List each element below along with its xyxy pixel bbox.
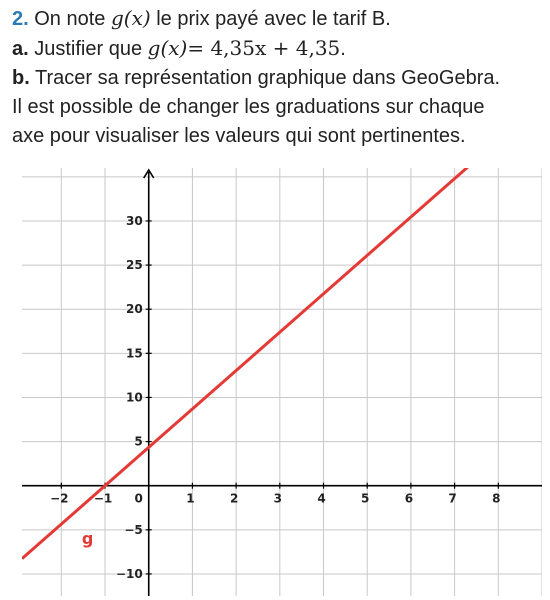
x-tick-label: 7 xyxy=(448,492,456,506)
x-tick-label: −2 xyxy=(50,492,68,506)
y-tick-label: 30 xyxy=(126,214,143,228)
part-b-line-3: axe pour visualiser les valeurs qui sont… xyxy=(12,125,466,147)
question-line: 2. On note g(x) le prix payé avec le tar… xyxy=(12,4,544,34)
part-a-line: a. Justifier que g(x)= 4,35x + 4,35. xyxy=(12,34,544,64)
part-b-text-1: Tracer sa représentation graphique dans … xyxy=(34,67,501,89)
x-tick-label: 0 xyxy=(135,492,143,506)
x-tick-label: 6 xyxy=(405,492,413,506)
part-b-label: b. xyxy=(12,67,30,89)
x-tick-label: 4 xyxy=(317,492,325,506)
y-tick-label: 5 xyxy=(134,435,142,449)
part-a-end: . xyxy=(340,38,346,60)
axes xyxy=(22,168,542,596)
y-tick-label: −10 xyxy=(116,567,143,581)
y-tick-label: 15 xyxy=(126,346,143,360)
exercise-text: 2. On note g(x) le prix payé avec le tar… xyxy=(12,4,544,151)
function-name-label: g xyxy=(82,529,93,548)
function-line-g xyxy=(22,168,469,560)
question-number: 2. xyxy=(12,8,29,30)
part-b-line-2: Il est possible de changer les graduatio… xyxy=(12,96,485,118)
y-tick-label: 10 xyxy=(126,390,143,404)
y-tick-label: 25 xyxy=(126,258,143,272)
x-tick-label: 5 xyxy=(361,492,369,506)
part-b-line-1: b. Tracer sa représentation graphique da… xyxy=(12,64,544,93)
series: g xyxy=(22,168,469,560)
question-intro-end: le prix payé avec le tarif B. xyxy=(156,8,391,30)
question-intro: On note xyxy=(34,8,106,30)
y-axis-arrow-icon xyxy=(143,168,155,179)
part-a-text: Justifier que xyxy=(34,38,143,60)
x-tick-label: −1 xyxy=(94,492,112,506)
part-a-lhs: g(x) xyxy=(147,36,188,60)
x-tick-label: 3 xyxy=(274,492,282,506)
question-function: g(x) xyxy=(110,6,151,30)
y-tick-label: 20 xyxy=(126,302,143,316)
graph-background xyxy=(22,168,542,596)
grid xyxy=(22,168,542,596)
x-tick-label: 8 xyxy=(492,492,500,506)
x-tick-label: 2 xyxy=(230,492,238,506)
part-a-rhs: = 4,35x + 4,35 xyxy=(187,36,341,60)
x-tick-label: 1 xyxy=(186,492,194,506)
part-a-label: a. xyxy=(12,38,29,60)
y-tick-label: −5 xyxy=(124,523,142,537)
